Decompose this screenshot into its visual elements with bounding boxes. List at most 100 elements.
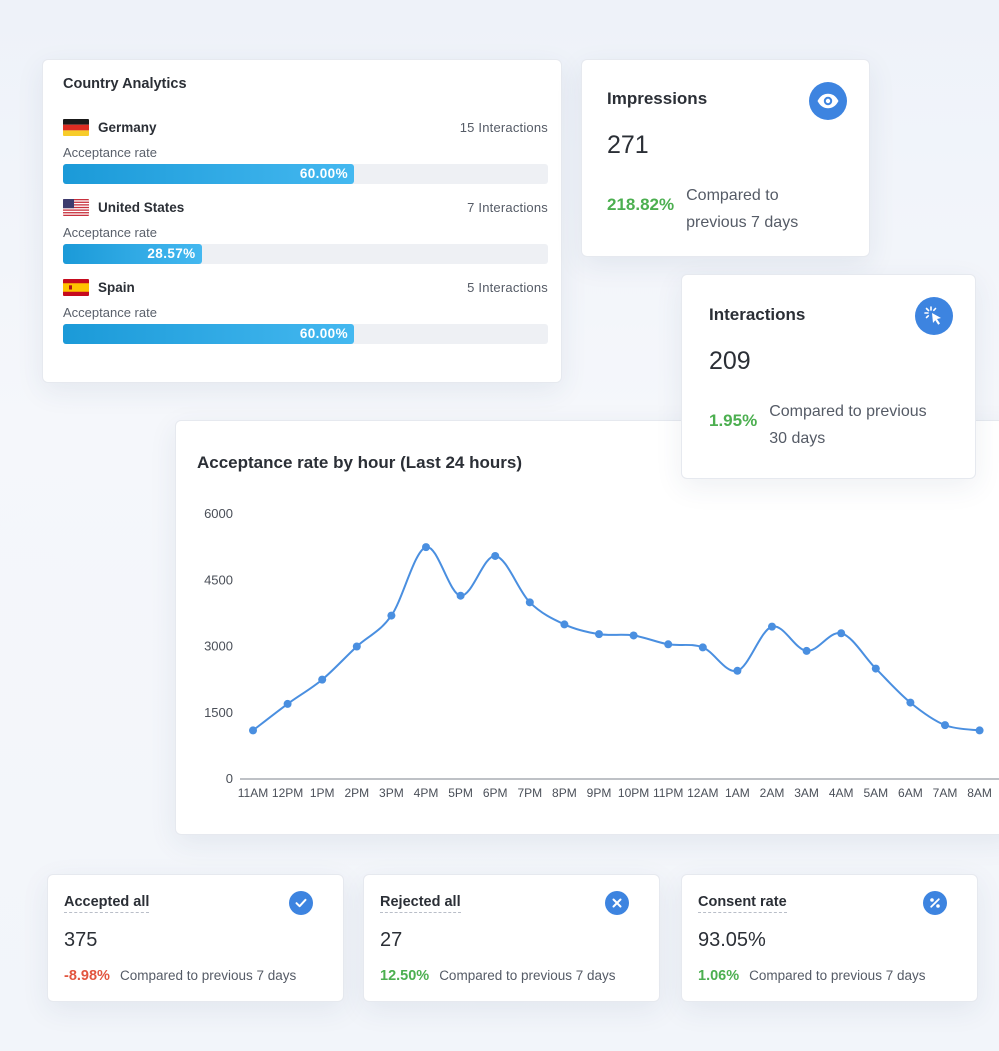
acceptance-rate-fill: 60.00% <box>63 324 354 344</box>
x-tick-label: 11AM <box>238 786 268 800</box>
y-tick-label: 4500 <box>204 572 233 587</box>
impressions-title: Impressions <box>607 89 708 108</box>
data-point[interactable] <box>525 598 534 607</box>
data-point[interactable] <box>768 622 776 631</box>
consent-rate-change: 1.06% <box>698 968 740 984</box>
interactions-compare: Compared to previous 30 days <box>769 403 927 447</box>
data-point[interactable] <box>975 726 984 735</box>
x-tick-label: 2PM <box>344 786 369 800</box>
x-tick-label: 7AM <box>933 786 958 800</box>
rejected-all-card: Rejected all 27 12.50% Compared to previ… <box>363 874 660 1002</box>
x-tick-label: 4PM <box>414 786 439 800</box>
data-point[interactable] <box>941 721 949 730</box>
data-point[interactable] <box>595 630 603 639</box>
rejected-all-title[interactable]: Rejected all <box>380 894 461 913</box>
data-point[interactable] <box>352 642 361 651</box>
acceptance-rate-value: 60.00% <box>299 326 348 341</box>
data-point[interactable] <box>733 666 742 675</box>
data-point[interactable] <box>456 591 465 600</box>
data-point[interactable] <box>871 664 880 673</box>
acceptance-rate-fill: 60.00% <box>63 164 354 184</box>
acceptance-rate-bar: 60.00% <box>63 324 548 344</box>
x-circle-icon <box>605 891 629 915</box>
data-point[interactable] <box>802 646 811 655</box>
percent-icon <box>923 891 947 915</box>
x-tick-label: 3AM <box>794 786 819 800</box>
country-name: Spain <box>98 279 135 295</box>
data-point[interactable] <box>318 675 327 684</box>
data-point[interactable] <box>249 726 257 735</box>
data-point[interactable] <box>387 611 396 620</box>
interactions-change: 1.95% <box>709 411 758 430</box>
acceptance-chart-card: Acceptance rate by hour (Last 24 hours) … <box>175 420 999 835</box>
eye-icon <box>809 82 847 120</box>
consent-rate-value: 93.05% <box>698 929 766 951</box>
x-tick-label: 7PM <box>517 786 542 800</box>
interactions-card: Interactions 209 1.95% Compared to previ… <box>681 274 976 479</box>
data-point[interactable] <box>491 551 500 560</box>
usa-flag-icon <box>63 198 89 216</box>
rejected-all-value: 27 <box>380 929 403 951</box>
x-tick-label: 1AM <box>725 786 750 800</box>
country-name: Germany <box>98 119 157 135</box>
x-tick-label: 12AM <box>687 786 718 800</box>
impressions-change: 218.82% <box>607 195 675 214</box>
acceptance-rate-value: 28.57% <box>147 246 196 261</box>
check-circle-icon <box>289 891 313 915</box>
data-point[interactable] <box>837 629 846 638</box>
data-point[interactable] <box>629 631 638 640</box>
x-tick-label: 6PM <box>483 786 508 800</box>
data-point[interactable] <box>422 543 430 552</box>
data-point[interactable] <box>283 699 292 708</box>
country-analytics-title: Country Analytics <box>63 76 187 92</box>
country-interactions: 5 Interactions <box>467 279 548 295</box>
x-tick-label: 9PM <box>587 786 612 800</box>
x-tick-label: 8PM <box>552 786 577 800</box>
x-tick-label: 3PM <box>379 786 404 800</box>
data-point[interactable] <box>560 620 569 629</box>
impressions-compare: Compared to previous 7 days <box>686 187 799 231</box>
interactions-value: 209 <box>709 347 751 375</box>
x-tick-label: 1PM <box>310 786 335 800</box>
country-row-united-states: United States 7 Interactions Acceptance … <box>63 198 548 264</box>
x-tick-label: 5PM <box>448 786 473 800</box>
x-tick-label: 12PM <box>272 786 303 800</box>
acceptance-rate-fill: 28.57% <box>63 244 202 264</box>
x-tick-label: 11PM <box>653 786 683 800</box>
acceptance-rate-value: 60.00% <box>299 166 348 181</box>
consent-rate-card: Consent rate 93.05% 1.06% Compared to pr… <box>681 874 978 1002</box>
x-tick-label: 2AM <box>760 786 785 800</box>
interactions-title: Interactions <box>709 305 806 324</box>
cursor-click-icon <box>915 297 953 335</box>
data-point[interactable] <box>906 698 915 707</box>
country-row-spain: Spain 5 Interactions Acceptance rate 60.… <box>63 278 548 344</box>
rejected-all-change: 12.50% <box>380 968 430 984</box>
data-point[interactable] <box>664 640 673 649</box>
y-tick-label: 3000 <box>204 639 233 654</box>
accepted-all-change: -8.98% <box>64 968 110 984</box>
accepted-all-title[interactable]: Accepted all <box>64 894 150 913</box>
country-name: United States <box>98 199 185 215</box>
accepted-all-value: 375 <box>64 929 98 951</box>
accepted-all-compare: Compared to previous 7 days <box>119 968 297 983</box>
x-tick-label: 8AM <box>967 786 992 800</box>
consent-rate-title[interactable]: Consent rate <box>698 894 787 913</box>
x-tick-label: 4AM <box>829 786 854 800</box>
acceptance-rate-label: Acceptance rate <box>63 305 157 320</box>
spain-flag-icon <box>63 278 89 296</box>
acceptance-rate-bar: 60.00% <box>63 164 548 184</box>
country-row-germany: Germany 15 Interactions Acceptance rate … <box>63 118 548 184</box>
chart-title: Acceptance rate by hour (Last 24 hours) <box>197 453 522 472</box>
data-point[interactable] <box>698 643 707 652</box>
y-tick-label: 6000 <box>204 506 233 521</box>
acceptance-rate-label: Acceptance rate <box>63 225 157 240</box>
rejected-all-compare: Compared to previous 7 days <box>439 968 616 983</box>
consent-rate-compare: Compared to previous 7 days <box>749 968 926 983</box>
y-tick-label: 0 <box>226 771 233 786</box>
country-analytics-card: Country Analytics Germany 15 Interaction… <box>42 59 562 383</box>
x-tick-label: 6AM <box>898 786 923 800</box>
acceptance-line-chart: 0 1500 3000 4500 6000 11AM 12PM 1PM 2PM 3PM 4PM 5P… <box>204 506 999 800</box>
series-line <box>252 546 980 732</box>
impressions-value: 271 <box>607 131 649 159</box>
country-interactions: 7 Interactions <box>467 199 548 215</box>
